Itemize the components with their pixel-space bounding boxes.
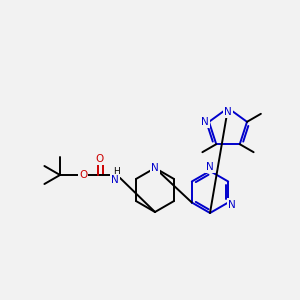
Text: N: N [206, 162, 214, 172]
Text: H: H [114, 167, 120, 176]
Text: N: N [201, 117, 209, 127]
Text: N: N [151, 163, 159, 173]
Text: N: N [228, 200, 236, 209]
Text: N: N [224, 107, 232, 117]
Text: N: N [111, 175, 119, 185]
Text: O: O [79, 170, 87, 180]
Text: O: O [96, 154, 104, 164]
